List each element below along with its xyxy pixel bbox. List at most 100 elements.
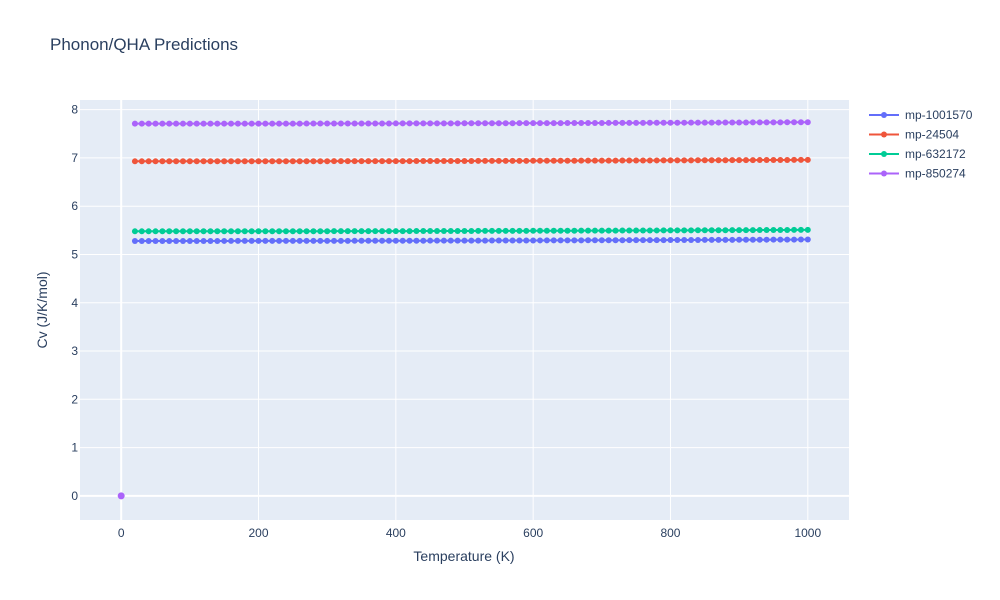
data-point (708, 227, 715, 234)
data-point (502, 120, 509, 127)
data-point (571, 237, 578, 244)
data-point (447, 227, 454, 234)
data-point (722, 157, 729, 164)
data-point (117, 492, 125, 500)
data-point (131, 158, 138, 165)
data-point (262, 228, 269, 235)
y-tick-label: 6 (71, 199, 78, 213)
data-point (591, 237, 598, 244)
data-point (633, 119, 640, 126)
data-point (420, 237, 427, 244)
data-point (571, 157, 578, 164)
data-point (502, 237, 509, 244)
data-point (296, 158, 303, 165)
data-point (207, 237, 214, 244)
data-point (248, 158, 255, 165)
data-point (674, 157, 681, 164)
data-point (289, 120, 296, 127)
data-point (193, 120, 200, 127)
data-point (344, 120, 351, 127)
data-point (591, 227, 598, 234)
data-point (523, 237, 530, 244)
data-point (804, 119, 811, 126)
data-point (440, 158, 447, 165)
data-point (372, 237, 379, 244)
data-point (598, 157, 605, 164)
data-point (626, 157, 633, 164)
data-point (392, 158, 399, 165)
data-point (385, 158, 392, 165)
x-axis-label: Temperature (K) (413, 548, 514, 564)
y-axis-label: Cv (J/K/mol) (34, 272, 50, 349)
data-point (585, 237, 592, 244)
data-point (722, 119, 729, 126)
data-point (214, 237, 221, 244)
legend-label: mp-24504 (905, 128, 959, 142)
data-point (488, 157, 495, 164)
data-point (379, 237, 386, 244)
legend-item-mp-1001570[interactable]: mp-1001570 (869, 108, 973, 122)
data-point (392, 237, 399, 244)
data-point (688, 157, 695, 164)
data-point (138, 237, 145, 244)
data-point (674, 119, 681, 126)
data-point (262, 237, 269, 244)
legend-item-mp-24504[interactable]: mp-24504 (869, 128, 959, 142)
data-point (681, 237, 688, 244)
data-point (241, 237, 248, 244)
data-point (701, 227, 708, 234)
data-point (427, 237, 434, 244)
data-point (694, 119, 701, 126)
legend-item-mp-850274[interactable]: mp-850274 (869, 167, 966, 181)
data-point (694, 236, 701, 243)
data-point (777, 119, 784, 126)
data-point (461, 237, 468, 244)
data-point (413, 228, 420, 235)
data-point (763, 157, 770, 164)
data-point (358, 228, 365, 235)
data-point (351, 120, 358, 127)
data-point (228, 158, 235, 165)
data-point (317, 120, 324, 127)
data-point (564, 237, 571, 244)
data-point (701, 236, 708, 243)
data-point (131, 237, 138, 244)
data-point (310, 237, 317, 244)
data-point (736, 119, 743, 126)
data-point (166, 228, 173, 235)
data-point (612, 157, 619, 164)
data-point (159, 158, 166, 165)
data-point (653, 119, 660, 126)
data-point (674, 237, 681, 244)
data-point (296, 228, 303, 235)
x-tick-labels: 0 200 400 600 800 1000 (118, 526, 822, 540)
data-point (289, 228, 296, 235)
data-point (550, 120, 557, 127)
data-point (193, 228, 200, 235)
data-point (605, 237, 612, 244)
data-point (550, 227, 557, 234)
data-point (557, 227, 564, 234)
data-point (612, 237, 619, 244)
data-point (646, 227, 653, 234)
data-point (708, 157, 715, 164)
data-point (440, 120, 447, 127)
legend-item-mp-632172[interactable]: mp-632172 (869, 147, 966, 161)
data-point (468, 120, 475, 127)
data-point (241, 120, 248, 127)
data-point (317, 237, 324, 244)
legend[interactable]: mp-1001570 mp-24504 mp-632172 mp-850274 (869, 108, 973, 181)
data-point (358, 158, 365, 165)
data-point (571, 227, 578, 234)
data-point (557, 237, 564, 244)
data-point (797, 236, 804, 243)
data-point (715, 119, 722, 126)
y-tick-label: 8 (71, 103, 78, 117)
data-point (743, 119, 750, 126)
data-point (255, 120, 262, 127)
data-point (317, 158, 324, 165)
data-point (392, 228, 399, 235)
data-point (399, 228, 406, 235)
data-point (804, 236, 811, 243)
data-point (729, 157, 736, 164)
